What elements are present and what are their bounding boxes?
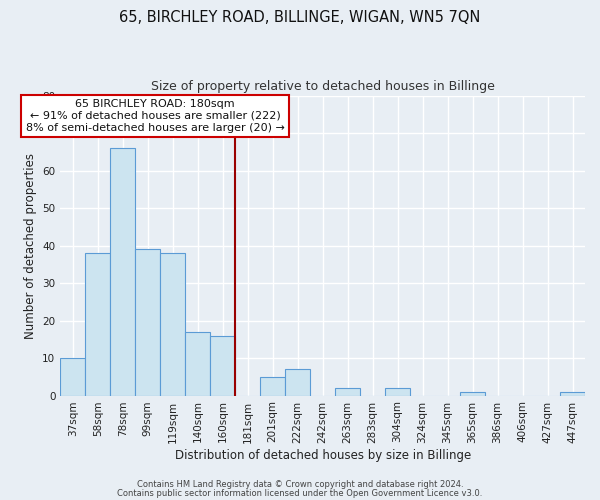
X-axis label: Distribution of detached houses by size in Billinge: Distribution of detached houses by size … <box>175 450 471 462</box>
Text: 65 BIRCHLEY ROAD: 180sqm
← 91% of detached houses are smaller (222)
8% of semi-d: 65 BIRCHLEY ROAD: 180sqm ← 91% of detach… <box>26 100 284 132</box>
Bar <box>110 148 135 396</box>
Text: Contains HM Land Registry data © Crown copyright and database right 2024.: Contains HM Land Registry data © Crown c… <box>137 480 463 489</box>
Bar <box>385 388 410 396</box>
Title: Size of property relative to detached houses in Billinge: Size of property relative to detached ho… <box>151 80 494 93</box>
Bar <box>285 370 310 396</box>
Bar <box>60 358 85 396</box>
Y-axis label: Number of detached properties: Number of detached properties <box>24 152 37 338</box>
Bar <box>135 250 160 396</box>
Text: Contains public sector information licensed under the Open Government Licence v3: Contains public sector information licen… <box>118 488 482 498</box>
Bar <box>560 392 585 396</box>
Bar <box>260 377 285 396</box>
Bar <box>335 388 360 396</box>
Bar <box>160 253 185 396</box>
Bar <box>210 336 235 396</box>
Text: 65, BIRCHLEY ROAD, BILLINGE, WIGAN, WN5 7QN: 65, BIRCHLEY ROAD, BILLINGE, WIGAN, WN5 … <box>119 10 481 25</box>
Bar <box>460 392 485 396</box>
Bar <box>185 332 210 396</box>
Bar <box>85 253 110 396</box>
